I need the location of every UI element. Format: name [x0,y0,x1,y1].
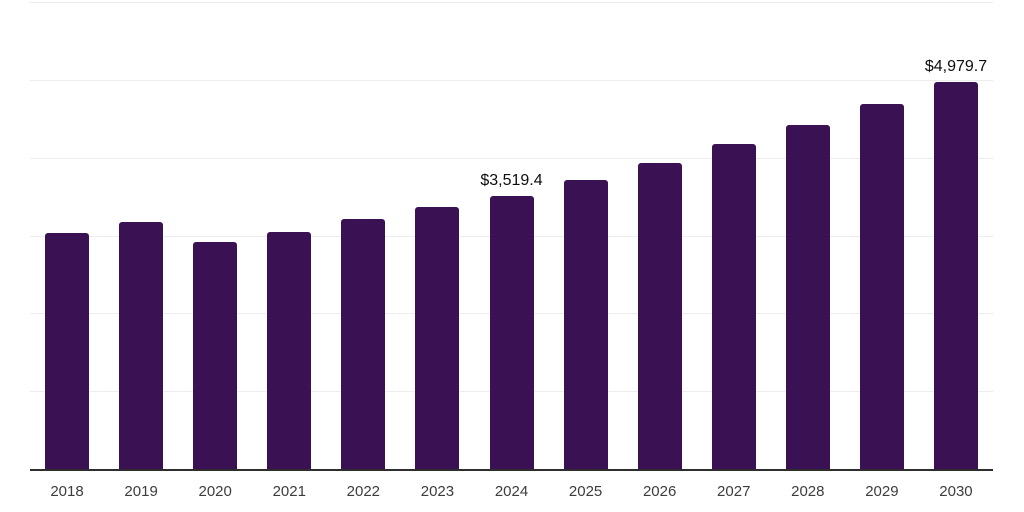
bar-2027[interactable] [711,144,756,470]
bar-slot-2026 [623,3,697,470]
x-axis-labels: 2018 2019 2020 2021 2022 2023 2024 2025 2026 2027… [30,483,993,501]
gridline-6000 [30,2,993,3]
bar-slot-2028 [771,3,845,470]
gridline-5000 [30,79,993,81]
x-axis-line [30,469,993,471]
bar-slot-2021 [252,3,326,470]
bar-2020[interactable] [193,242,238,470]
bar-2030[interactable] [933,82,978,470]
x-tick-2025: 2025 [568,483,603,500]
bar-slot-2027 [697,3,771,470]
x-tick-2022: 2022 [346,483,381,500]
bars-row: $3,519.4 $4,979.7 [30,3,993,470]
x-tick-2026: 2026 [642,483,677,500]
bar-2023[interactable] [415,206,460,470]
bar-2024[interactable] [489,196,534,470]
bar-slot-2030: $4,979.7 [919,3,993,470]
bar-slot-2024: $3,519.4 [474,3,548,470]
x-tick-2021: 2021 [272,483,306,500]
data-label-2024: $3,519.4 [480,172,543,190]
bar-slot-2023 [400,3,474,470]
x-tick-2018: 2018 [50,483,84,500]
x-tick-2023: 2023 [420,483,455,500]
x-tick-2030: 2030 [939,483,973,500]
plot-area: $3,519.4 $4,979.7 [30,2,993,471]
x-tick-2027: 2027 [717,483,751,500]
x-tick-2028: 2028 [791,483,825,500]
bar-2019[interactable] [119,221,164,470]
bar-2026[interactable] [637,162,682,470]
x-tick-2024: 2024 [494,483,529,500]
bar-slot-2020 [178,3,252,470]
bar-slot-2018 [30,3,104,470]
bar-2029[interactable] [859,104,904,470]
bar-slot-2019 [104,3,178,470]
bar-slot-2029 [845,3,919,470]
data-label-2030: $4,979.7 [924,58,988,76]
x-tick-2020: 2020 [198,483,232,500]
bar-2018[interactable] [45,232,90,470]
bar-2021[interactable] [267,231,312,470]
bar-2028[interactable] [785,124,830,470]
bar-2025[interactable] [563,179,608,470]
x-tick-2019: 2019 [124,483,158,500]
x-tick-2029: 2029 [865,483,899,500]
bar-slot-2022 [326,3,400,470]
bar-2022[interactable] [341,219,386,470]
gridline-4000 [30,157,993,159]
bar-slot-2025 [549,3,623,470]
